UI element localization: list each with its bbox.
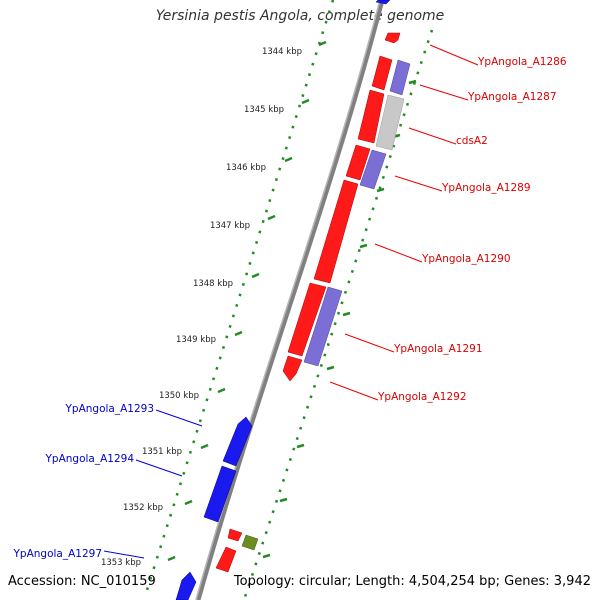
cds-feature <box>359 149 387 190</box>
gene-label[interactable]: YpAngola_A1286 <box>477 56 567 68</box>
gene-labels: YpAngola_A1286 YpAngola_A1287 cdsA2 YpAngol… <box>12 44 567 560</box>
gene-feature <box>203 465 237 523</box>
label-leader-line <box>103 550 145 559</box>
scale-tick <box>234 330 243 337</box>
scale-tick <box>279 497 288 503</box>
gene-label[interactable]: YpAngola_A1290 <box>421 253 511 265</box>
gene-feature <box>384 32 401 44</box>
gene-feature <box>175 571 197 600</box>
accession-text: Accession: NC_010159 <box>8 574 156 589</box>
label-leader-line <box>374 243 423 263</box>
label-leader-line <box>429 44 479 66</box>
cds-feature <box>389 59 411 96</box>
scale-tick-label: 1351 kbp <box>142 447 182 457</box>
scale-tick <box>217 387 226 394</box>
scale-tick <box>296 443 305 449</box>
label-leader-line <box>155 409 203 427</box>
forward-genes <box>215 32 401 573</box>
gene-label[interactable]: YpAngola_A1291 <box>393 343 483 355</box>
scale-tick <box>251 272 260 279</box>
scale-tick <box>167 555 176 562</box>
scale-tick <box>200 443 209 450</box>
gene-feature <box>313 179 359 284</box>
scale-tick <box>326 365 335 371</box>
inner-scale-rail <box>145 0 335 591</box>
rna-feature <box>241 534 259 551</box>
topology-text: Topology: circular; Length: 4,504,254 bp… <box>233 574 591 589</box>
label-leader-line <box>329 381 379 401</box>
scale-tick <box>184 499 193 506</box>
gene-feature <box>222 416 253 467</box>
gene-feature <box>215 546 237 573</box>
outer-scale-rail <box>242 29 434 600</box>
gene-feature <box>375 0 391 5</box>
gene-feature <box>287 282 327 357</box>
scale-tick-label: 1347 kbp <box>210 221 250 231</box>
label-leader-line <box>344 333 395 353</box>
scale-tick <box>267 214 276 221</box>
map-title: Yersinia pestis Angola, complete genome <box>155 8 445 24</box>
scale-tick <box>408 79 417 85</box>
scale-tick-label: 1346 kbp <box>226 163 266 173</box>
label-leader-line <box>394 175 443 192</box>
gene-label[interactable]: cdsA2 <box>456 135 488 147</box>
scale-tick <box>359 243 368 249</box>
scale-tick <box>301 98 310 105</box>
scale-tick <box>376 187 385 193</box>
label-leader-line <box>408 127 457 145</box>
scale-tick <box>262 553 271 559</box>
scale-tick-label: 1349 kbp <box>176 335 216 345</box>
gene-label[interactable]: YpAngola_A1289 <box>441 182 531 194</box>
label-leader-line <box>135 459 183 477</box>
scale-tick <box>284 156 293 163</box>
feature-track <box>241 59 411 551</box>
gene-label[interactable]: YpAngola_A1293 <box>64 403 154 415</box>
gene-feature <box>345 144 371 181</box>
genome-backbone <box>195 0 385 600</box>
reverse-genes <box>175 0 391 600</box>
gene-label[interactable]: YpAngola_A1294 <box>44 453 134 465</box>
scale-tick-label: 1345 kbp <box>244 105 284 115</box>
gene-feature <box>371 55 393 91</box>
gene-feature <box>282 355 303 382</box>
cds-feature <box>303 286 343 367</box>
scale-tick <box>342 311 351 317</box>
gene-label[interactable]: YpAngola_A1287 <box>467 91 557 103</box>
scale-tick-label: 1352 kbp <box>123 503 163 513</box>
scale-tick <box>318 40 327 47</box>
scale-tick-label: 1348 kbp <box>193 279 233 289</box>
scale-tick-label: 1350 kbp <box>159 391 199 401</box>
scale-ticks: 1344 kbp 1345 kbp 1346 kbp 1347 kbp 1348 kbp… <box>101 40 417 568</box>
gene-label[interactable]: YpAngola_A1297 <box>12 548 102 560</box>
gene-label[interactable]: YpAngola_A1292 <box>377 391 467 403</box>
scale-tick-label: 1344 kbp <box>262 47 302 57</box>
gene-feature <box>227 528 243 542</box>
pseudo-feature <box>375 94 405 151</box>
label-leader-line <box>419 84 469 101</box>
scale-tick-label: 1353 kbp <box>101 558 141 568</box>
gene-feature <box>357 89 385 144</box>
